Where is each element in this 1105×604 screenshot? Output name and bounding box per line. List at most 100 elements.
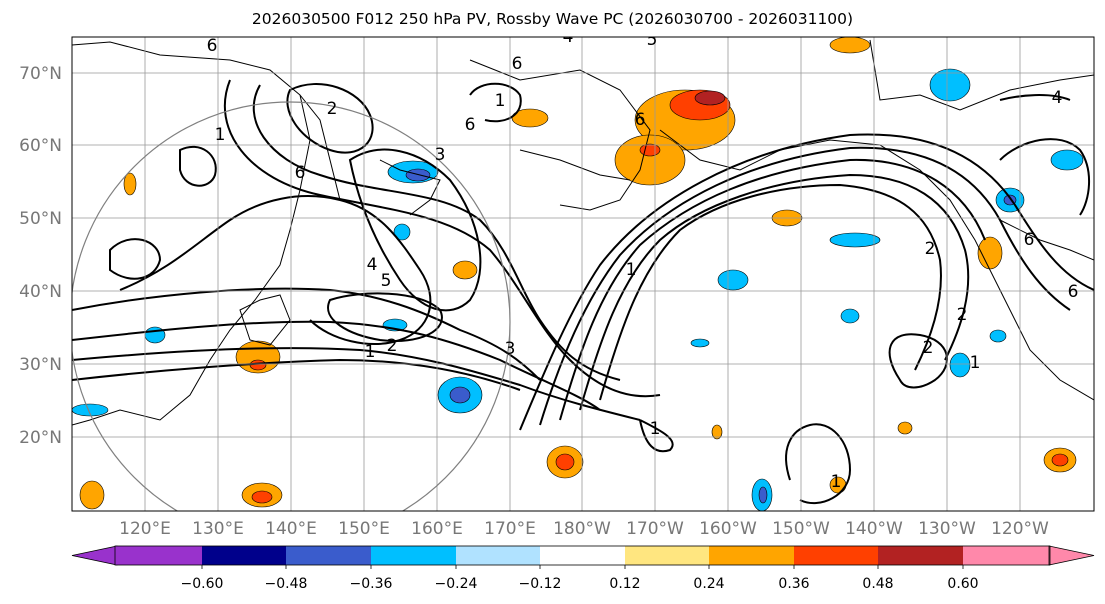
colorbar-segment	[963, 546, 1050, 565]
contour-label: 6	[207, 36, 218, 56]
contour-label: 1	[215, 125, 226, 145]
contour-label: 6	[635, 110, 646, 130]
anomaly-blob	[452, 260, 478, 280]
colorbar-tick-label: 0.12	[609, 576, 640, 592]
lat-lon-grid	[72, 37, 1094, 511]
anomaly-blob	[72, 403, 109, 417]
pv-contours	[72, 79, 1094, 505]
lat-tick-label: 40°N	[19, 282, 62, 302]
colorbar-segment	[115, 546, 202, 565]
contour-label: 6	[465, 115, 476, 135]
anomaly-blob	[929, 68, 971, 102]
anomaly-blob	[614, 134, 686, 186]
contour-label: 3	[435, 145, 446, 165]
lon-tick-label: 130°W	[918, 519, 976, 539]
anomaly-blob	[1051, 453, 1069, 467]
lat-tick-label: 20°N	[19, 428, 62, 448]
anomaly-blob	[829, 232, 881, 248]
rossby-wave-shading	[72, 37, 1084, 511]
colorbar-segment	[794, 546, 878, 565]
contour-label: 6	[512, 54, 523, 74]
anomaly-blob	[393, 223, 411, 241]
anomaly-blob	[711, 424, 723, 440]
colorbar-segment	[625, 546, 709, 565]
colorbar-outline	[114, 545, 1051, 566]
map-frame	[71, 36, 1095, 512]
anomaly-blob	[79, 480, 105, 510]
anomaly-blob	[249, 359, 267, 371]
region-circle	[72, 101, 511, 511]
lon-tick-label: 130°E	[192, 519, 244, 539]
lat-tick-label: 30°N	[19, 355, 62, 375]
contour-label: 4	[563, 27, 574, 47]
anomaly-blob	[555, 453, 575, 471]
colorbar-tick-label: 0.36	[778, 576, 809, 592]
contour-label: 5	[381, 271, 392, 291]
colorbar-segment	[202, 546, 286, 565]
contour-label: 2	[327, 99, 338, 119]
lon-tick-label: 150°W	[772, 519, 830, 539]
contour-label: 6	[1068, 282, 1079, 302]
anomaly-blob	[690, 338, 710, 348]
lon-tick-label: 170°E	[484, 519, 536, 539]
contour-label: 3	[505, 339, 516, 359]
contour-label: 6	[295, 163, 306, 183]
contour-label: 4	[367, 255, 378, 275]
contour-label: 1	[495, 91, 506, 111]
colorbar-tick-label: −0.12	[519, 576, 562, 592]
colorbar-max-extend	[1048, 545, 1095, 566]
colorbar-segment	[540, 546, 625, 565]
lon-tick-label: 120°W	[991, 519, 1049, 539]
anomaly-blob	[511, 108, 549, 128]
colorbar-segment	[878, 546, 963, 565]
anomaly-blob	[829, 37, 871, 54]
anomaly-blob	[717, 269, 749, 291]
anomaly-blob	[989, 329, 1007, 343]
contour-label: 1	[831, 472, 842, 492]
lon-tick-label: 140°E	[265, 519, 317, 539]
colorbar-tick-label: −0.48	[265, 576, 308, 592]
anomaly-blob	[840, 308, 860, 324]
map-area	[72, 37, 1094, 511]
anomaly-blob	[123, 172, 137, 196]
lat-tick-label: 50°N	[19, 209, 62, 229]
colorbar-tick-label: −0.24	[435, 576, 478, 592]
contour-label: 6	[1024, 230, 1035, 250]
colorbar-segment	[456, 546, 540, 565]
map-title: 2026030500 F012 250 hPa PV, Rossby Wave …	[251, 10, 854, 28]
contour-label: 5	[647, 30, 658, 50]
colorbar-segment	[371, 546, 456, 565]
colorbar-segment	[286, 546, 371, 565]
lon-tick-label: 160°E	[411, 519, 463, 539]
colorbar-tick-label: 0.48	[862, 576, 893, 592]
colorbar-labels: −0.60 −0.48 −0.36 −0.24 −0.12 0.12 0.24 0.36 0.4…	[181, 565, 979, 592]
anomaly-blob	[949, 352, 971, 378]
anomaly-blob	[1050, 149, 1084, 171]
lon-tick-label: 150°E	[338, 519, 390, 539]
anomaly-blob	[639, 143, 661, 157]
colorbar-tick-label: 0.24	[693, 576, 724, 592]
colorbar-tick-label: 0.60	[947, 576, 978, 592]
longitude-labels: 120°E 130°E 140°E 150°E 160°E 170°E 180°W 170°W…	[119, 519, 1049, 539]
contour-label: 1	[626, 260, 637, 280]
colorbar-tick-label: −0.60	[181, 576, 224, 592]
lon-tick-label: 140°W	[845, 519, 903, 539]
contour-label: 2	[925, 239, 936, 259]
anomaly-blob	[449, 386, 471, 404]
colorbar-min-extend	[71, 545, 118, 566]
lon-tick-label: 120°E	[119, 519, 171, 539]
lat-tick-label: 70°N	[19, 64, 62, 84]
anomaly-blob	[694, 90, 726, 106]
lon-tick-label: 160°W	[699, 519, 757, 539]
contour-label: 2	[957, 305, 968, 325]
anomaly-blob	[758, 486, 768, 504]
latitude-labels: 70°N 60°N 50°N 40°N 30°N 20°N	[19, 64, 62, 448]
colorbar-tick-label: −0.36	[350, 576, 393, 592]
contour-label: 1	[970, 353, 981, 373]
lon-tick-label: 180°W	[553, 519, 611, 539]
colorbar	[71, 545, 1095, 566]
lon-tick-label: 170°W	[626, 519, 684, 539]
contour-label: 1	[650, 419, 661, 439]
